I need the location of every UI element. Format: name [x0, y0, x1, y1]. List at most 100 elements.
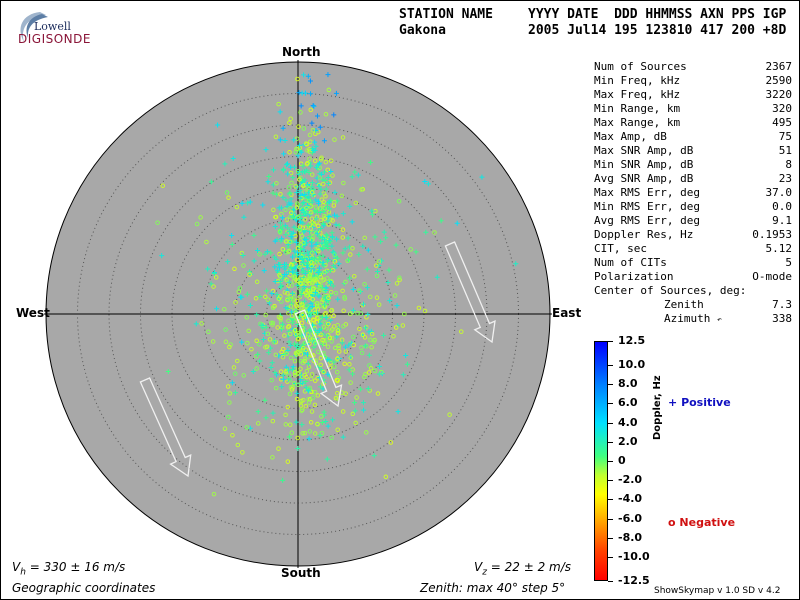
negative-source-point [326, 87, 332, 93]
header-station-label: STATION NAME [399, 7, 493, 22]
negative-source-point [298, 301, 304, 306]
negative-source-point [307, 336, 313, 341]
positive-source-point [304, 262, 310, 268]
positive-source-point [335, 296, 341, 302]
negative-source-point [396, 199, 402, 204]
legend-positive: + Positive [668, 396, 731, 409]
positive-source-point [285, 306, 291, 312]
negative-source-point [199, 321, 204, 326]
positive-source-point [255, 351, 261, 357]
negative-source-point [301, 346, 306, 351]
positive-source-point [366, 329, 372, 335]
negative-source-point [323, 111, 329, 117]
stat-label: Avg RMS Err, deg [594, 214, 700, 227]
positive-source-point [310, 147, 316, 153]
stat-label: Num of CITs [594, 256, 667, 269]
negative-source-point [293, 149, 299, 155]
stat-value: 8 [785, 158, 792, 171]
negative-source-point [270, 418, 276, 424]
negative-source-point [277, 230, 283, 235]
negative-source-point [340, 135, 346, 140]
negative-source-point [227, 400, 232, 405]
negative-source-point [301, 240, 306, 246]
negative-source-point [319, 414, 324, 419]
positive-source-point [301, 200, 307, 206]
positive-source-point [309, 184, 315, 190]
positive-source-point [244, 291, 250, 297]
center-azimuth-row: Azimuth ↶ 338 [594, 312, 792, 326]
negative-source-point [318, 355, 324, 361]
version-info: ShowSkymap v 1.0 SD v 4.2 [654, 586, 781, 596]
positive-source-point [303, 378, 309, 384]
positive-source-point [263, 415, 269, 421]
negative-source-point [335, 427, 340, 432]
negative-source-point [369, 344, 374, 350]
negative-source-point [273, 134, 279, 139]
negative-source-point [307, 132, 313, 138]
negative-source-point [286, 310, 291, 316]
negative-source-point [276, 446, 281, 451]
negative-source-point [321, 277, 327, 282]
negative-source-point [312, 378, 318, 384]
positive-source-point [165, 369, 171, 375]
positive-source-point [280, 125, 286, 131]
negative-source-point [232, 266, 237, 272]
positive-source-point [299, 288, 305, 294]
positive-source-point [304, 302, 310, 308]
negative-source-point [240, 450, 245, 455]
positive-source-point [215, 122, 221, 128]
positive-source-point [378, 239, 384, 245]
positive-source-point [360, 400, 366, 406]
negative-source-point [336, 375, 341, 381]
positive-source-point [423, 229, 429, 235]
positive-source-point [403, 353, 409, 359]
negative-source-point [239, 250, 245, 256]
positive-source-point [281, 151, 287, 157]
negative-source-point [295, 337, 301, 342]
positive-source-point [211, 270, 217, 276]
negative-source-point [296, 124, 301, 129]
negative-source-point [368, 337, 373, 343]
negative-source-point [286, 185, 292, 190]
negative-source-point [312, 341, 318, 346]
positive-source-point [232, 390, 238, 396]
negative-source-point [335, 377, 340, 383]
positive-source-point [328, 169, 334, 174]
negative-source-point [235, 442, 241, 448]
negative-source-point [332, 199, 337, 205]
negative-source-point [300, 183, 306, 189]
stat-row: Avg SNR Amp, dB 23 [594, 172, 792, 186]
negative-source-point [397, 277, 402, 283]
negative-source-point [310, 281, 315, 286]
positive-source-point [319, 240, 325, 246]
center-azimuth-label: Azimuth ↶ [664, 312, 722, 325]
negative-source-point [321, 324, 327, 330]
negative-source-point [332, 259, 337, 264]
stat-row: Num of Sources 2367 [594, 60, 792, 74]
positive-source-point [323, 419, 329, 425]
negative-source-point [416, 305, 422, 311]
negative-source-point [269, 377, 274, 383]
positive-source-point [356, 252, 362, 258]
positive-source-point [327, 268, 333, 274]
negative-source-point [298, 358, 303, 364]
positive-source-point [270, 410, 276, 416]
positive-source-point [308, 91, 314, 97]
positive-source-point [297, 195, 303, 201]
negative-source-point [322, 205, 328, 211]
positive-source-point [394, 303, 400, 309]
negative-source-point [374, 263, 379, 268]
negative-source-point [311, 318, 316, 323]
negative-source-point [302, 389, 308, 394]
positive-source-point [251, 232, 257, 238]
positive-source-point [328, 281, 334, 287]
negative-source-point [318, 362, 324, 368]
positive-source-point [375, 268, 381, 274]
negative-source-point [286, 283, 291, 288]
positive-source-point [283, 197, 289, 203]
positive-source-point [303, 240, 309, 246]
positive-source-point [306, 252, 312, 258]
positive-source-point [266, 173, 272, 179]
stat-row: Polarization O-mode [594, 270, 792, 284]
negative-source-point [322, 269, 327, 275]
